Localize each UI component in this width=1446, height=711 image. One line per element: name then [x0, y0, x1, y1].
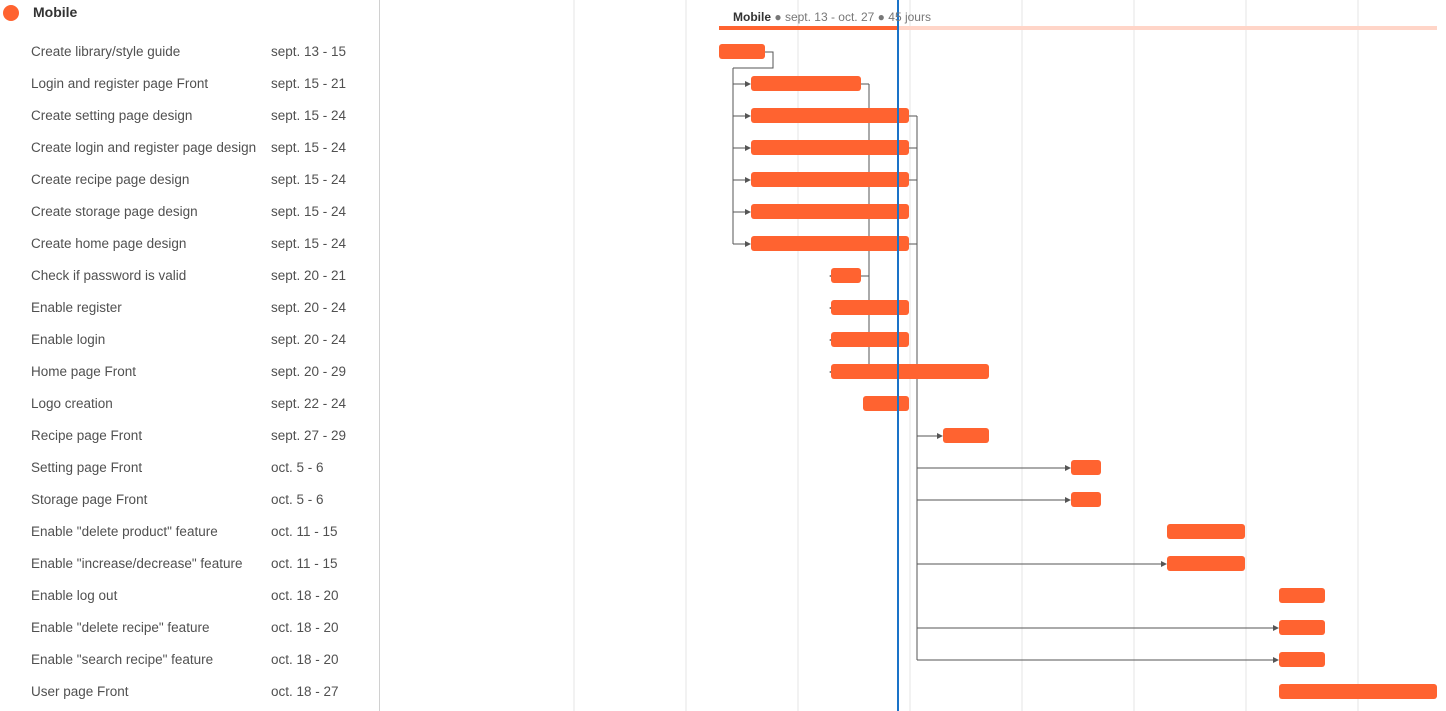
- task-bar: [719, 44, 765, 59]
- task-row[interactable]: Create storage page design sept. 15 - 24: [0, 196, 379, 228]
- task-row[interactable]: Create recipe page design sept. 15 - 24: [0, 164, 379, 196]
- summary-name: Mobile: [733, 10, 771, 24]
- task-name: Enable "search recipe" feature: [31, 652, 214, 667]
- task-bar: [1071, 460, 1101, 475]
- task-row[interactable]: Enable "delete recipe" feature oct. 18 - …: [0, 612, 379, 644]
- task-bar: [1279, 620, 1325, 635]
- task-bar: [751, 236, 909, 251]
- task-dates: oct. 5 - 6: [271, 460, 324, 475]
- summary-track: [719, 26, 1437, 30]
- task-row[interactable]: Create setting page design sept. 15 - 24: [0, 100, 379, 132]
- task-name: Enable login: [31, 332, 106, 347]
- task-dates: sept. 20 - 29: [271, 364, 347, 379]
- task-dates: oct. 18 - 20: [271, 620, 339, 635]
- task-dates: oct. 18 - 20: [271, 588, 339, 603]
- task-row[interactable]: Enable "search recipe" feature oct. 18 - …: [0, 644, 379, 676]
- task-row[interactable]: Enable log out oct. 18 - 20: [0, 580, 379, 612]
- task-list-panel: Mobile Create library/style guide sept. 1…: [0, 0, 380, 711]
- task-bar: [751, 140, 909, 155]
- task-bar: [1279, 652, 1325, 667]
- task-dates: sept. 15 - 24: [271, 140, 347, 155]
- gantt-chart-svg: [573, 0, 1437, 711]
- task-name: Create recipe page design: [31, 172, 190, 187]
- task-bar: [831, 300, 909, 315]
- task-name: Login and register page Front: [31, 76, 209, 91]
- task-name: Create storage page design: [31, 204, 198, 219]
- task-dates: sept. 15 - 24: [271, 204, 347, 219]
- task-dates: oct. 5 - 6: [271, 492, 324, 507]
- task-row[interactable]: Create login and register page design sep…: [0, 132, 379, 164]
- task-bar: [1167, 524, 1245, 539]
- task-name: Recipe page Front: [31, 428, 143, 443]
- summary-separator-icon: ●: [877, 10, 889, 24]
- task-bar: [751, 108, 909, 123]
- task-name: Home page Front: [31, 364, 137, 379]
- task-dates: oct. 18 - 27: [271, 684, 339, 699]
- task-bar: [1071, 492, 1101, 507]
- group-header-mobile[interactable]: Mobile: [0, 0, 379, 26]
- task-bar: [943, 428, 989, 443]
- task-name: Enable "increase/decrease" feature: [31, 556, 243, 571]
- task-dates: sept. 20 - 21: [271, 268, 347, 283]
- task-bar: [1279, 588, 1325, 603]
- group-color-dot-icon: [3, 5, 19, 21]
- task-row[interactable]: Logo creation sept. 22 - 24: [0, 388, 379, 420]
- group-summary-label: Mobile ● sept. 13 - oct. 27 ● 45 jours: [733, 10, 931, 24]
- gantt-timeline: Mobile ● sept. 13 - oct. 27 ● 45 jours: [380, 0, 1446, 711]
- task-name: Setting page Front: [31, 460, 143, 475]
- task-bar: [831, 268, 861, 283]
- task-row[interactable]: Check if password is valid sept. 20 - 21: [0, 260, 379, 292]
- task-bar: [863, 396, 909, 411]
- task-name: Storage page Front: [31, 492, 148, 507]
- task-dates: sept. 15 - 24: [271, 108, 347, 123]
- task-row[interactable]: Create home page design sept. 15 - 24: [0, 228, 379, 260]
- task-row[interactable]: Recipe page Front sept. 27 - 29: [0, 420, 379, 452]
- task-name: Enable "delete product" feature: [31, 524, 218, 539]
- task-name: Logo creation: [31, 396, 113, 411]
- task-dates: oct. 11 - 15: [271, 524, 338, 539]
- task-dates: sept. 15 - 21: [271, 76, 347, 91]
- task-name: Create setting page design: [31, 108, 193, 123]
- task-dates: sept. 20 - 24: [271, 300, 347, 315]
- task-name: Check if password is valid: [31, 268, 187, 283]
- task-dates: sept. 22 - 24: [271, 396, 347, 411]
- task-row[interactable]: Enable "increase/decrease" feature oct. 1…: [0, 548, 379, 580]
- task-row[interactable]: Storage page Front oct. 5 - 6: [0, 484, 379, 516]
- task-bar: [831, 364, 989, 379]
- task-row[interactable]: Enable login sept. 20 - 24: [0, 324, 379, 356]
- summary-progress: [719, 26, 898, 30]
- task-dates: sept. 15 - 24: [271, 236, 347, 251]
- summary-separator-icon: ●: [774, 10, 785, 24]
- task-name: Create login and register page design: [31, 140, 257, 155]
- task-bar: [1167, 556, 1245, 571]
- task-dates: oct. 18 - 20: [271, 652, 339, 667]
- task-row[interactable]: Create library/style guide sept. 13 - 15: [0, 36, 379, 68]
- task-row[interactable]: User page Front oct. 18 - 27: [0, 676, 379, 708]
- task-row[interactable]: Home page Front sept. 20 - 29: [0, 356, 379, 388]
- task-row[interactable]: Enable register sept. 20 - 24: [0, 292, 379, 324]
- summary-duration: 45 jours: [888, 10, 931, 24]
- task-row[interactable]: Setting page Front oct. 5 - 6: [0, 452, 379, 484]
- task-name: Create library/style guide: [31, 44, 181, 59]
- group-title: Mobile: [33, 4, 78, 20]
- dependency-connector: [733, 51, 774, 69]
- summary-range: sept. 13 - oct. 27: [784, 10, 875, 24]
- task-row[interactable]: Enable "delete product" feature oct. 11 -…: [0, 516, 379, 548]
- task-bar: [831, 332, 909, 347]
- task-bar: [751, 204, 909, 219]
- task-name: Create home page design: [31, 236, 187, 251]
- task-name: Enable register: [31, 300, 122, 315]
- task-dates: oct. 11 - 15: [271, 556, 338, 571]
- task-dates: sept. 27 - 29: [271, 428, 347, 443]
- task-name: User page Front: [31, 684, 129, 699]
- task-row[interactable]: Login and register page Front sept. 15 - …: [0, 68, 379, 100]
- task-bar: [751, 172, 909, 187]
- task-dates: sept. 15 - 24: [271, 172, 347, 187]
- task-dates: sept. 20 - 24: [271, 332, 347, 347]
- task-bar: [751, 76, 861, 91]
- task-name: Enable "delete recipe" feature: [31, 620, 210, 635]
- task-name: Enable log out: [31, 588, 118, 603]
- task-dates: sept. 13 - 15: [271, 44, 347, 59]
- task-bar: [1279, 684, 1437, 699]
